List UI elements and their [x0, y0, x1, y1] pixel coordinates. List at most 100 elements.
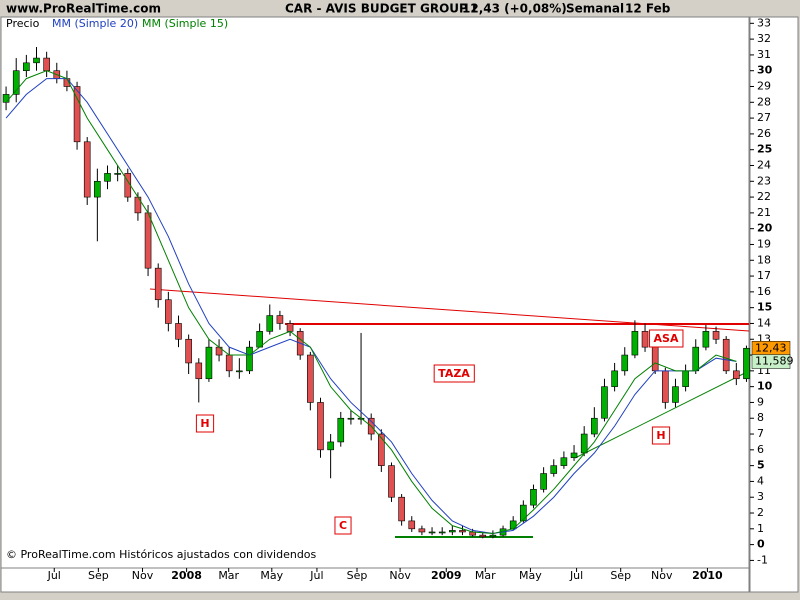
- x-tick-label: Jul: [47, 569, 61, 582]
- candle-body: [256, 331, 263, 348]
- candle-body: [165, 299, 172, 324]
- candle-body: [692, 346, 700, 372]
- y-tick-label: 30: [757, 64, 773, 77]
- y-axis-panel: [749, 16, 799, 593]
- candle-body: [651, 346, 659, 372]
- y-tick-label: 31: [757, 48, 771, 61]
- x-tick-label: Sep: [88, 569, 109, 582]
- y-tick-label: 20: [757, 222, 773, 235]
- candle-body: [611, 370, 618, 387]
- y-tick-label: 16: [757, 285, 771, 298]
- period: Semanal: [566, 2, 624, 16]
- candle-body: [73, 86, 81, 143]
- candle-body: [520, 504, 527, 522]
- x-tick-label: Jul: [309, 569, 323, 582]
- y-tick-label: 3: [757, 490, 764, 503]
- y-tick-label: 28: [757, 95, 771, 108]
- candle-body: [509, 520, 517, 530]
- annotation-box: [433, 364, 475, 383]
- footer: © ProRealTime.com Históricos ajustados c…: [6, 548, 317, 561]
- x-tick-label: Nov: [651, 569, 673, 582]
- candle-body: [408, 520, 416, 530]
- y-tick-label: 21: [757, 206, 771, 219]
- annotation: H: [656, 429, 665, 442]
- trendlines: [149, 288, 750, 538]
- candle-body: [104, 173, 111, 182]
- y-tick-label: 6: [757, 443, 764, 456]
- y-tick-label: 18: [757, 253, 771, 266]
- candle-body: [175, 323, 182, 340]
- x-tick-label: Nov: [389, 569, 411, 582]
- support-line: [574, 370, 750, 459]
- candle-body: [733, 370, 740, 380]
- annotation-box: [649, 329, 684, 348]
- x-tick-label: Sep: [610, 569, 631, 582]
- x-tick-label: Mar: [475, 569, 496, 582]
- candle-body: [479, 534, 487, 538]
- candle-body: [2, 94, 10, 103]
- candle-body: [94, 180, 101, 198]
- y-tick-label: 25: [757, 143, 772, 156]
- x-tick-label: Sep: [347, 569, 368, 582]
- candle-body: [286, 323, 294, 332]
- title: CAR - AVIS BUDGET GROUP I: [285, 2, 476, 16]
- candle-body: [195, 362, 203, 380]
- candle-body: [12, 70, 20, 95]
- candle-body: [114, 173, 121, 175]
- y-tick-label: 4: [757, 474, 764, 487]
- x-tick-label: 2010: [692, 569, 723, 582]
- y-tick-label: -1: [757, 553, 768, 566]
- y-tick-label: 2: [757, 506, 764, 519]
- annotation: ASA: [654, 332, 679, 345]
- candle-body: [236, 370, 243, 373]
- candle-body: [83, 141, 91, 198]
- y-tick-label: 14: [757, 316, 771, 329]
- y-tick-label: 27: [757, 111, 771, 124]
- plot-area: [0, 16, 750, 569]
- candle-body: [205, 346, 213, 380]
- x-tick-label: May: [260, 569, 283, 582]
- candle-body: [438, 531, 446, 534]
- y-tick-label: 22: [757, 190, 771, 203]
- y-tick-label: 24: [757, 158, 771, 171]
- x-tick-label: Nov: [132, 569, 154, 582]
- candle-body: [307, 354, 314, 403]
- annotation-box: [195, 414, 215, 433]
- candle-body: [378, 433, 385, 466]
- y-tick-label: 33: [757, 16, 771, 29]
- y-tick-label: 29: [757, 80, 771, 93]
- candle-body: [702, 331, 710, 348]
- price-tag: 11,589: [755, 355, 794, 368]
- candle-body: [591, 417, 598, 435]
- y-tick-label: 26: [757, 127, 771, 140]
- annotation-box: [334, 516, 352, 535]
- candle-body: [347, 417, 355, 420]
- candle-body: [459, 530, 466, 533]
- x-axis-panel: [0, 567, 750, 593]
- candle-body: [266, 315, 274, 332]
- y-tick-label: 9: [757, 395, 764, 408]
- candle-body: [327, 441, 334, 451]
- candle-body: [43, 57, 50, 72]
- candle-body: [337, 417, 345, 443]
- y-tick-label: 23: [757, 174, 771, 187]
- candle-body: [449, 530, 456, 533]
- candle-body: [489, 534, 497, 538]
- candle-body: [641, 331, 649, 348]
- annotation: H: [200, 417, 209, 430]
- legend-price: Precio: [6, 17, 40, 30]
- candle-body: [23, 62, 30, 72]
- candle-body: [246, 346, 253, 372]
- legend-entry: MM (Simple 15): [142, 17, 228, 30]
- price: 12,43 (+0,08%): [462, 2, 567, 16]
- candle-body: [398, 496, 405, 522]
- candle-body: [550, 465, 558, 474]
- candle-body: [154, 267, 162, 301]
- legend-entry: MM (Simple 20): [52, 17, 138, 30]
- candle-body: [530, 489, 537, 506]
- moving-average: [5, 70, 737, 535]
- candle-body: [631, 331, 639, 356]
- x-tick-label: Mar: [218, 569, 239, 582]
